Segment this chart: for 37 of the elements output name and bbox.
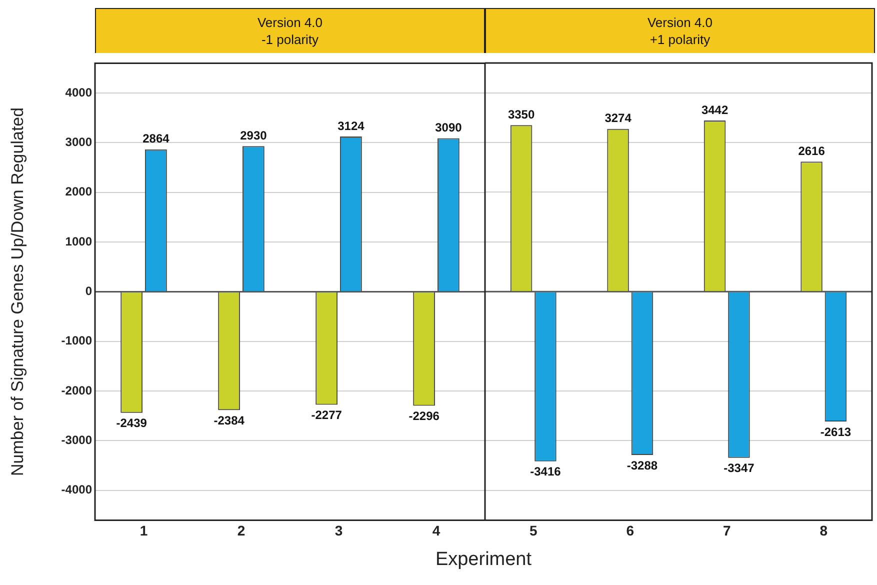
x-tick-label: 2 — [237, 522, 246, 538]
chart-title: Version 4.0 -1 polarity — [95, 8, 485, 53]
data-label: -3288 — [626, 458, 658, 472]
y-tick-label: 0 — [85, 284, 92, 298]
y-tick-label: -1000 — [61, 334, 92, 348]
data-label: -3416 — [530, 464, 562, 479]
data-label: 3124 — [338, 118, 365, 133]
y-tick-label: 4000 — [65, 85, 92, 100]
x-axis-title: Experiment — [434, 549, 533, 571]
data-label: 3090 — [435, 120, 462, 135]
data-label: 3350 — [508, 107, 535, 122]
x-tick-label: 7 — [722, 522, 731, 538]
data-label: 2864 — [142, 132, 170, 146]
y-tick-label: -2000 — [61, 383, 92, 398]
x-tick-label: 6 — [626, 522, 634, 538]
data-label: 2930 — [240, 128, 268, 142]
y-tick-label: 1000 — [65, 234, 92, 248]
data-label: 3442 — [701, 102, 728, 117]
y-axis-title: Number of Signature Genes Up/Down Regulated — [8, 107, 27, 476]
data-label: -2384 — [214, 413, 245, 428]
y-tick-label: 3000 — [65, 134, 92, 149]
data-label: -2277 — [311, 408, 342, 422]
data-label: -3347 — [724, 461, 755, 476]
data-label: -2613 — [820, 424, 852, 439]
y-tick-label: -4000 — [61, 482, 92, 497]
data-label: -2296 — [408, 409, 440, 424]
x-tick-label: 5 — [529, 522, 538, 538]
chart-title: Version 4.0 +1 polarity — [485, 8, 875, 53]
x-tick-label: 3 — [334, 522, 343, 538]
x-tick-label: 4 — [432, 522, 440, 538]
data-label: 2616 — [798, 144, 826, 158]
y-tick-label: -3000 — [61, 433, 92, 448]
x-tick-label: 8 — [820, 522, 828, 538]
data-label: -2439 — [116, 416, 148, 430]
x-tick-label: 1 — [140, 522, 148, 538]
data-label: 3274 — [604, 111, 632, 126]
y-tick-label: 2000 — [65, 184, 92, 199]
